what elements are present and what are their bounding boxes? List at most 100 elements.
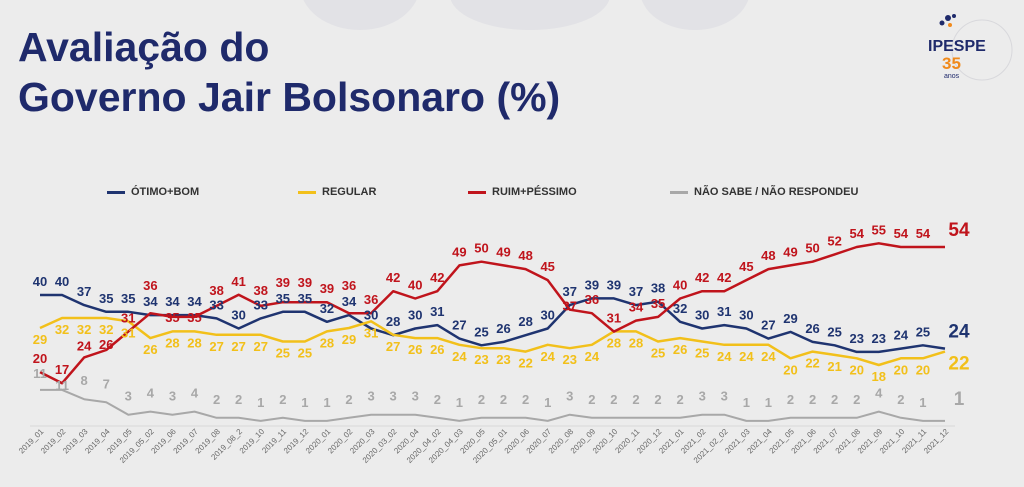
data-label-regular: 26 xyxy=(673,342,687,357)
data-label-regular: 23 xyxy=(563,352,577,367)
data-label-regular: 24 xyxy=(585,349,600,364)
data-label-regular: 26 xyxy=(430,342,444,357)
data-label-regular: 27 xyxy=(253,339,267,354)
data-label-otimo_bom: 34 xyxy=(165,294,180,309)
series-line-ruim_pessimo xyxy=(39,242,945,385)
data-label-ruim_pessimo: 38 xyxy=(253,283,267,298)
data-label-ruim_pessimo: 39 xyxy=(298,275,312,290)
data-label-regular: 27 xyxy=(386,339,400,354)
data-label-regular: 27 xyxy=(231,339,245,354)
logo-number: 35 xyxy=(942,54,961,73)
data-label-nao_sabe: 1 xyxy=(323,395,330,410)
logo-name: IPESPE xyxy=(928,38,986,55)
data-label-otimo_bom: 25 xyxy=(916,324,930,339)
data-label-ruim_pessimo: 50 xyxy=(805,241,819,256)
data-label-nao_sabe: 1 xyxy=(743,395,750,410)
data-label-regular: 24 xyxy=(540,349,555,364)
data-label-regular: 20 xyxy=(849,362,863,377)
data-label-otimo_bom: 26 xyxy=(805,321,819,336)
data-label-otimo_bom: 24 xyxy=(894,328,909,343)
data-label-regular: 28 xyxy=(607,335,621,350)
data-label-otimo_bom: 35 xyxy=(99,291,113,306)
data-label-regular: 29 xyxy=(342,332,356,347)
data-label-otimo_bom: 39 xyxy=(585,277,599,292)
data-label-ruim_pessimo: 52 xyxy=(827,233,841,248)
data-label-regular: 28 xyxy=(187,335,201,350)
logo-sub: anos xyxy=(944,73,960,80)
data-label-nao_sabe: 2 xyxy=(610,392,617,407)
data-label-regular: 26 xyxy=(408,342,422,357)
data-label-nao_sabe: 3 xyxy=(566,389,573,404)
data-label-regular: 22 xyxy=(518,356,532,371)
data-label-ruim_pessimo: 31 xyxy=(121,311,135,326)
data-label-regular: 28 xyxy=(165,335,179,350)
data-label-ruim_pessimo: 35 xyxy=(165,310,179,325)
legend-nao-sabe: NÃO SABE / NÃO RESPONDEU xyxy=(670,186,858,198)
data-label-nao_sabe: 2 xyxy=(213,392,220,407)
data-label-otimo_bom: 39 xyxy=(607,277,621,292)
data-label-regular: 25 xyxy=(695,345,709,360)
data-label-regular: 31 xyxy=(364,325,378,340)
data-label-ruim_pessimo: 55 xyxy=(872,222,886,237)
series-line-otimo_bom xyxy=(40,293,946,354)
data-label-ruim_pessimo: 40 xyxy=(408,278,422,293)
data-label-regular: 32 xyxy=(77,322,91,337)
data-label-otimo_bom: 30 xyxy=(540,308,554,323)
data-label-regular: 22 xyxy=(805,356,819,371)
data-label-ruim_pessimo: 49 xyxy=(452,244,466,259)
page-title: Avaliação do Governo Jair Bolsonaro (%) xyxy=(18,22,560,122)
data-label-regular: 24 xyxy=(717,349,732,364)
data-label-ruim_pessimo: 39 xyxy=(276,275,290,290)
data-label-otimo_bom: 35 xyxy=(298,291,312,306)
data-label-ruim_pessimo: 42 xyxy=(430,270,444,285)
data-label-nao_sabe: 3 xyxy=(721,389,728,404)
data-label-ruim_pessimo: 54 xyxy=(849,226,864,241)
data-label-regular: 18 xyxy=(872,369,886,384)
data-label-nao_sabe: 2 xyxy=(809,392,816,407)
data-label-ruim_pessimo: 45 xyxy=(739,259,753,274)
data-label-regular: 24 xyxy=(761,349,776,364)
data-label-nao_sabe: 1 xyxy=(456,395,463,410)
legend-label: ÓTIMO+BOM xyxy=(131,186,200,198)
data-label-regular: 27 xyxy=(209,339,223,354)
data-label-ruim_pessimo: 36 xyxy=(342,278,356,293)
data-label-ruim_pessimo: 35 xyxy=(187,310,201,325)
data-label-otimo_bom: 30 xyxy=(695,308,709,323)
data-label-ruim_pessimo: 48 xyxy=(518,248,532,263)
data-label-ruim_pessimo: 38 xyxy=(209,283,223,298)
series-line-nao_sabe xyxy=(40,388,945,422)
data-label-nao_sabe: 2 xyxy=(522,392,529,407)
data-label-ruim_pessimo: 39 xyxy=(320,281,334,296)
data-label-ruim_pessimo: 17 xyxy=(55,362,69,377)
data-label-nao_sabe: 2 xyxy=(654,392,661,407)
data-label-ruim_pessimo: 54 xyxy=(916,226,931,241)
data-label-nao_sabe: 2 xyxy=(279,392,286,407)
legend-label: RUIM+PÉSSIMO xyxy=(492,186,577,198)
logo-globe-icon xyxy=(939,14,1013,81)
data-label-nao_sabe: 1 xyxy=(765,395,772,410)
legend-label: NÃO SABE / NÃO RESPONDEU xyxy=(694,186,859,198)
data-label-ruim_pessimo: 49 xyxy=(496,244,510,259)
data-label-nao_sabe: 3 xyxy=(125,389,132,404)
data-label-ruim_pessimo: 24 xyxy=(77,338,92,353)
data-label-regular: 20 xyxy=(783,362,797,377)
data-label-otimo_bom: 27 xyxy=(761,318,775,333)
data-label-otimo_bom: 35 xyxy=(121,291,135,306)
data-label-nao_sabe: 2 xyxy=(345,392,352,407)
data-label-ruim_pessimo: 35 xyxy=(651,296,665,311)
legend-swatch xyxy=(468,190,486,194)
data-label-ruim_pessimo: 26 xyxy=(99,337,113,352)
data-label-regular: 22 xyxy=(948,354,969,375)
x-tick-label: 2021_12 xyxy=(922,427,951,456)
data-label-ruim_pessimo: 42 xyxy=(717,270,731,285)
data-label-regular: 31 xyxy=(121,325,135,340)
data-label-regular: 24 xyxy=(739,349,754,364)
data-label-otimo_bom: 28 xyxy=(518,314,532,329)
data-label-otimo_bom: 30 xyxy=(739,308,753,323)
legend-swatch xyxy=(107,190,125,194)
data-label-regular: 21 xyxy=(827,359,841,374)
data-label-nao_sabe: 11 xyxy=(33,366,47,381)
data-label-nao_sabe: 2 xyxy=(434,392,441,407)
legend-ruim-pessimo: RUIM+PÉSSIMO xyxy=(468,186,577,198)
data-label-ruim_pessimo: 34 xyxy=(629,300,644,315)
